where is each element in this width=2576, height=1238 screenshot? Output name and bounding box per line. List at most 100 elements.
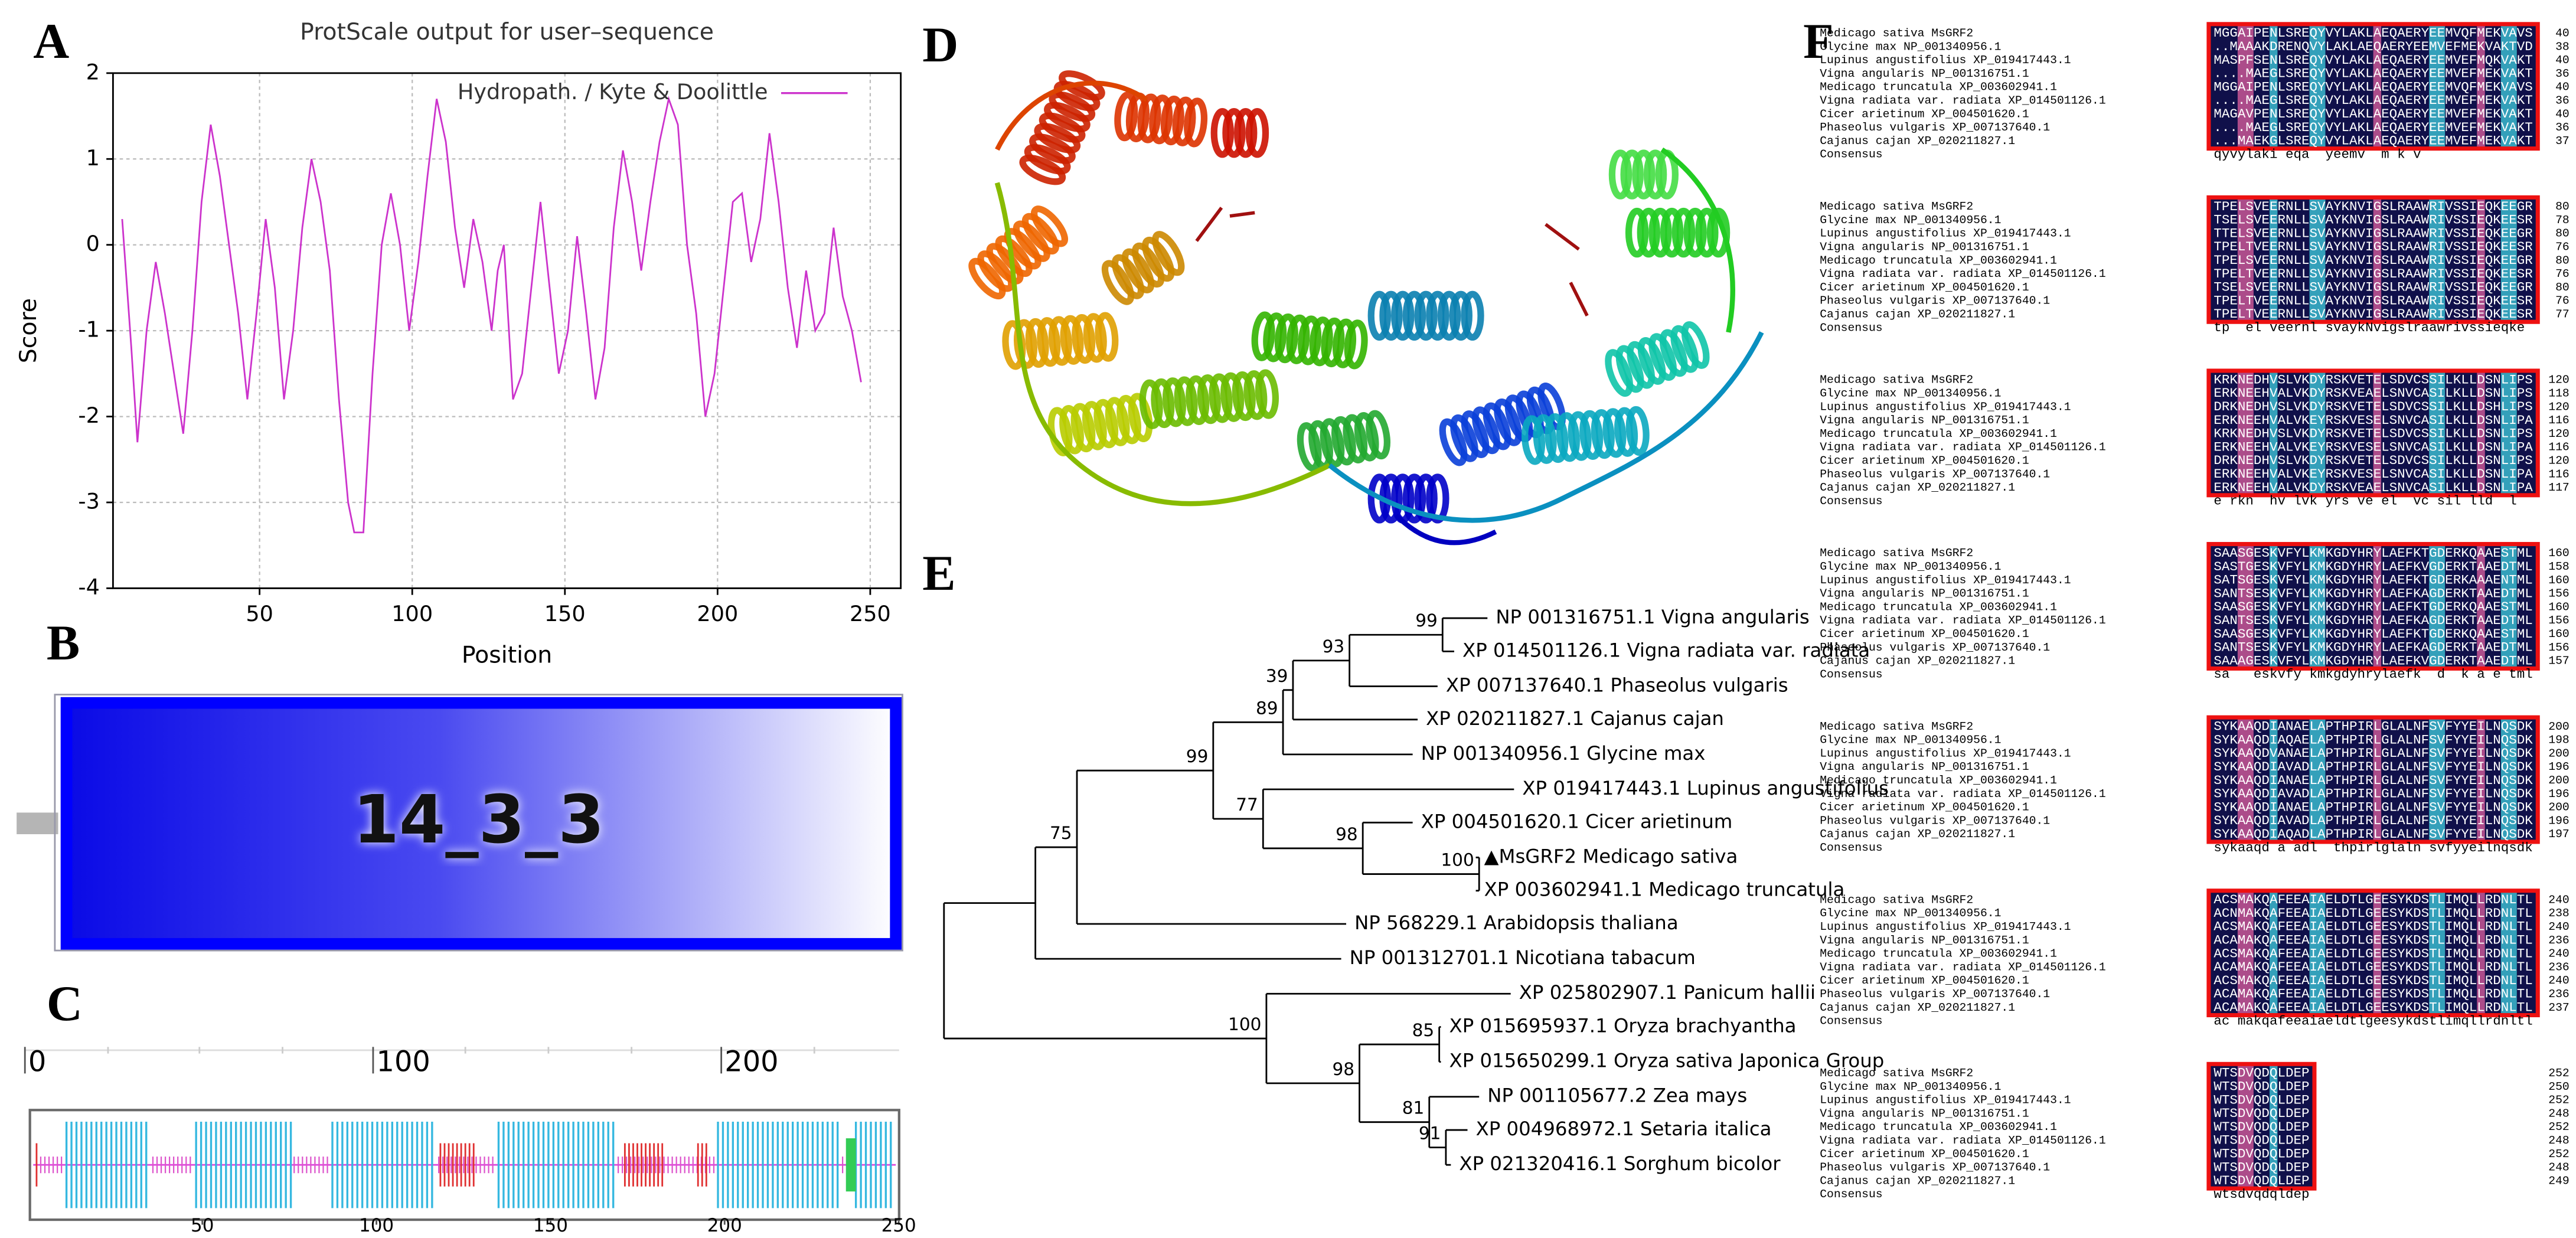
helix-turn <box>1494 398 1522 446</box>
helix-turn <box>1343 414 1368 463</box>
helix-turn <box>1162 377 1186 427</box>
sequence-end: 240 <box>2548 948 2569 961</box>
sequence: WTSDVQDQLDEP <box>2213 1079 2309 1095</box>
ribbon <box>994 182 1331 507</box>
sequence-end: 240 <box>2548 920 2569 933</box>
top-tick-label: 0 <box>28 1046 46 1078</box>
sequence-name: Glycine max NP_001340956.1 <box>1820 560 2001 573</box>
sequence-name: Vigna radiata var. radiata XP_014501126.… <box>1820 961 2105 974</box>
sequence: TPELTVEERNLLSVAYKNVIGSLRAAWRIVSSIEQKEESR <box>2213 239 2532 254</box>
leaf-label: XP 004968972.1 Setaria italica <box>1476 1118 1772 1140</box>
column-shade <box>2477 25 2485 147</box>
sequence-end: 120 <box>2548 454 2569 467</box>
sequence: WTSDVQDQLDEP <box>2213 1106 2309 1121</box>
column-shade <box>2429 545 2446 667</box>
helix-turn <box>1095 312 1119 362</box>
helix-turn <box>1366 410 1390 460</box>
helix-turn <box>1142 237 1175 282</box>
sequence-end: 80 <box>2555 227 2570 240</box>
column-shade <box>2429 372 2446 494</box>
sequence-end: 156 <box>2548 641 2569 654</box>
sequence: SANTSESKVFYLKMKGDYHRYLAEFKAGDERKTAAEDTML <box>2213 586 2532 601</box>
helix-turn <box>1391 290 1415 341</box>
sequence-name: Consensus <box>1820 321 1882 334</box>
ribbon <box>1660 147 1735 333</box>
helix <box>1101 231 1185 305</box>
x-tick-label: 50 <box>246 601 273 626</box>
helix-turn <box>1082 401 1107 450</box>
sequence-name: Cajanus cajan XP_020211827.1 <box>1820 655 2015 668</box>
column-shade <box>2237 545 2254 667</box>
column-shade <box>2429 892 2446 1014</box>
column-shade <box>2309 718 2326 841</box>
helix-turn <box>1024 144 1071 175</box>
helix-turn <box>1049 91 1096 122</box>
helix <box>1605 321 1710 397</box>
sequence: WTSDVQDQLDEP <box>2213 1159 2309 1175</box>
sequence: WTSDVQDQLDEP <box>2213 1119 2309 1135</box>
chart-title: ProtScale output for user–sequence <box>300 18 714 45</box>
sequence: ....MAEGLSREQYVYLAKLAEQAERYEEMVEFMEKVAKT <box>2213 93 2532 108</box>
helix-turn <box>1172 96 1196 146</box>
sequence-name: Lupinus angustifolius XP_019417443.1 <box>1820 920 2071 933</box>
ligand <box>1545 223 1580 251</box>
panel-label: F <box>1803 14 1834 69</box>
column-shade <box>2500 199 2517 321</box>
column-shade <box>2477 718 2485 841</box>
column-shade <box>2373 718 2382 841</box>
leaf-label: XP 014501126.1 Vigna radiata var. radiat… <box>1462 639 1870 661</box>
panel-label: B <box>47 616 80 671</box>
sequence-end: 160 <box>2548 574 2569 587</box>
column-shade <box>2237 25 2254 147</box>
helix-turn <box>1222 107 1246 158</box>
helix-turn <box>1111 254 1145 299</box>
sequence-name: Cajanus cajan XP_020211827.1 <box>1820 481 2015 494</box>
column-shade <box>2237 718 2254 841</box>
x-axis-label: Position <box>462 641 552 668</box>
helix-turn <box>1556 412 1580 462</box>
sequence-name: Glycine max NP_001340956.1 <box>1820 907 2001 920</box>
helix-turn <box>1243 370 1268 420</box>
sequence: TPELTVEERNLLSVAYKNVIGSLRAAWRIVSSIEQKEESR <box>2213 293 2532 308</box>
sequence: WTSDVQDQLDEP <box>2213 1066 2309 1081</box>
leaf-label: XP 019417443.1 Lupinus angustifolius <box>1522 777 1889 799</box>
sequence: ERKNEEHVALVKEYRSKVESELSNVCASILKLLDSNLIPA <box>2213 466 2533 482</box>
panel-label: C <box>47 976 83 1031</box>
helix-turn <box>1255 369 1279 419</box>
helix-turn <box>1044 102 1091 133</box>
data-line <box>121 96 862 534</box>
column-shade <box>2237 372 2254 494</box>
sequence-end: 200 <box>2548 720 2569 733</box>
column-shade <box>2373 199 2382 321</box>
domain-outline <box>54 694 903 952</box>
column-shade <box>2429 718 2446 841</box>
sequence-name: Vigna radiata var. radiata XP_014501126.… <box>1820 94 2105 107</box>
helix-turn <box>1608 149 1633 200</box>
sequence: ERKNEEHVALVKEYRSKVESELSNVCASILKLLDSNLIPA <box>2213 413 2533 428</box>
bootstrap-label: 100 <box>1441 850 1474 870</box>
helix <box>1367 290 1484 341</box>
sequence-end: 40 <box>2555 81 2570 94</box>
sequence-end: 116 <box>2548 414 2569 427</box>
leaf-label: XP 015650299.1 Oryza sativa Japonica Gro… <box>1449 1050 1885 1072</box>
helix-turn <box>1160 95 1184 146</box>
sequence: WTSDVQDQLDEP <box>2213 1146 2309 1162</box>
sequence-end: 196 <box>2548 788 2569 801</box>
sequence-end: 116 <box>2548 468 2569 481</box>
helix-turn <box>995 235 1033 277</box>
track-green <box>845 1138 856 1192</box>
sequence-end: 200 <box>2548 801 2569 814</box>
sequence-end: 252 <box>2548 1121 2569 1134</box>
helix-turn <box>1025 318 1049 368</box>
bootstrap-label: 98 <box>1332 1059 1354 1079</box>
leaf-label: NP 568229.1 Arabidopsis thaliana <box>1354 912 1679 934</box>
helix-turn <box>1274 313 1298 364</box>
sequence-name: Lupinus angustifolius XP_019417443.1 <box>1820 747 2071 760</box>
sequence-name: Lupinus angustifolius XP_019417443.1 <box>1820 1094 2071 1107</box>
sequence-end: 118 <box>2548 387 2569 400</box>
helix-turn <box>1461 290 1484 341</box>
domain-label: 14_3_3 <box>353 780 605 858</box>
column-shade <box>2500 545 2517 667</box>
sequence-name: Lupinus angustifolius XP_019417443.1 <box>1820 54 2071 67</box>
sequence-name: Phaseolus vulgaris XP_007137640.1 <box>1820 121 2050 134</box>
